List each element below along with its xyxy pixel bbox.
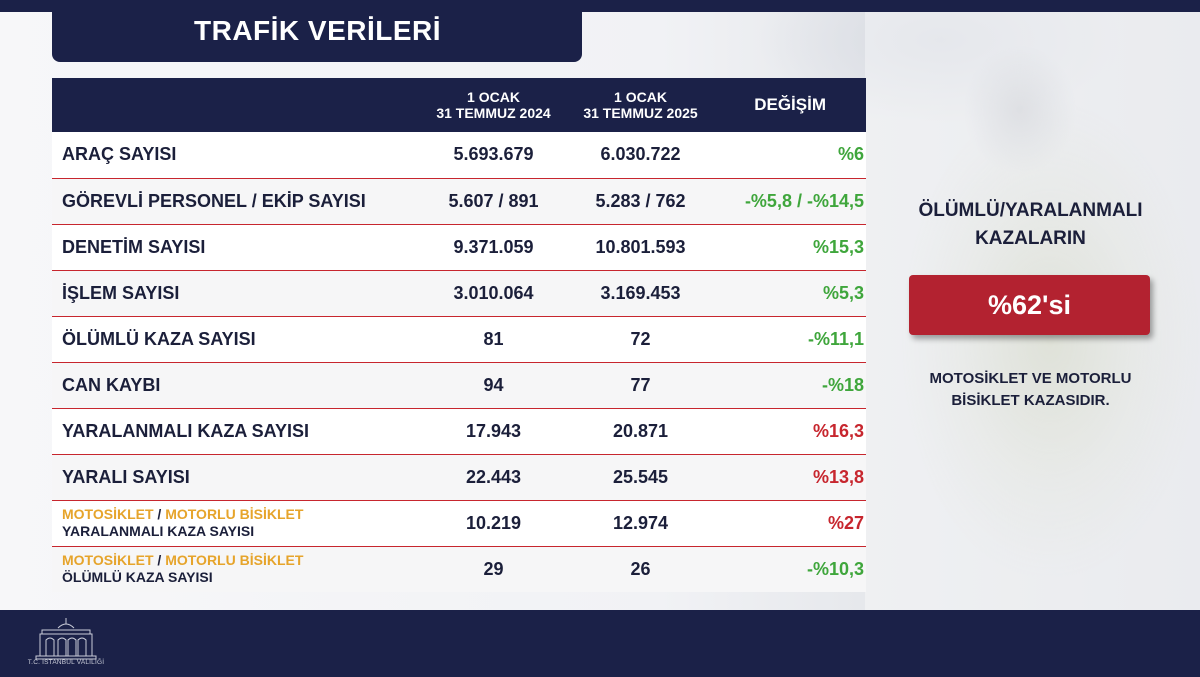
side-text: MOTOSİKLET VE MOTORLU BİSİKLET KAZASIDIR… — [929, 370, 1132, 409]
change-value: -%5,8 / -%14,5 — [744, 190, 864, 211]
row-label: CAN KAYBI — [62, 374, 161, 395]
header-label-col — [52, 78, 420, 132]
value-2025: 12.974 — [612, 512, 669, 533]
row-label: ARAÇ SAYISI — [62, 144, 177, 165]
value-2025: 10.801.593 — [595, 236, 686, 257]
value-2025: 20.871 — [612, 420, 669, 441]
value-2025: 72 — [630, 328, 651, 349]
value-2024: 94 — [483, 374, 504, 395]
label-sub: ÖLÜMLÜ KAZA SAYISI — [62, 569, 213, 586]
side-title: ÖLÜMLÜ/YARALANMALI KAZALARIN — [918, 200, 1143, 249]
label-sub: YARALANMALI KAZA SAYISI — [62, 523, 255, 539]
label-e-bike: MOTORLU BİSİKLET — [165, 506, 304, 522]
value-2024: 5.693.679 — [453, 144, 534, 165]
table-row: YARALANMALI KAZA SAYISI 17.943 20.871 %1… — [52, 408, 866, 454]
value-2025: 26 — [630, 558, 651, 579]
highlight-percent: %62'si — [988, 289, 1071, 320]
change-value: -%18 — [821, 374, 864, 395]
label-separator: / — [153, 506, 166, 522]
header-change: DEĞİŞİM — [754, 95, 826, 114]
table-row: YARALI SAYISI 22.443 25.545 %13,8 — [52, 454, 866, 500]
value-2024: 17.943 — [465, 420, 522, 441]
table-row: ARAÇ SAYISI 5.693.679 6.030.722 %6 — [52, 132, 866, 178]
row-label: YARALI SAYISI — [62, 466, 190, 487]
value-2024: 3.010.064 — [453, 282, 534, 303]
value-2025: 25.545 — [612, 466, 669, 487]
change-value: %15,3 — [812, 236, 864, 257]
row-label: İŞLEM SAYISI — [62, 282, 180, 303]
table-row: MOTOSİKLET / MOTORLU BİSİKLET ÖLÜMLÜ KAZ… — [52, 546, 866, 592]
row-label: MOTOSİKLET / MOTORLU BİSİKLET YARALANMAL… — [52, 500, 420, 546]
header-2024: 1 OCAK 31 TEMMUZ 2024 — [436, 89, 551, 121]
row-label: DENETİM SAYISI — [62, 236, 206, 257]
table-row: DENETİM SAYISI 9.371.059 10.801.593 %15,… — [52, 224, 866, 270]
value-2024: 29 — [483, 558, 504, 579]
highlight-box: %62'si — [909, 275, 1150, 335]
change-value: %13,8 — [812, 466, 864, 487]
row-label: ÖLÜMLÜ KAZA SAYISI — [62, 328, 256, 349]
row-label: GÖREVLİ PERSONEL / EKİP SAYISI — [62, 190, 366, 211]
change-value: %16,3 — [812, 420, 864, 441]
value-2025: 3.169.453 — [600, 282, 681, 303]
value-2025: 6.030.722 — [600, 144, 681, 165]
value-2025: 5.283 / 762 — [595, 190, 686, 211]
row-label: YARALANMALI KAZA SAYISI — [62, 420, 310, 441]
label-separator: / — [153, 552, 166, 569]
label-motorcycle: MOTOSİKLET — [62, 552, 154, 569]
change-value: %27 — [827, 512, 864, 533]
value-2024: 22.443 — [465, 466, 522, 487]
label-motorcycle: MOTOSİKLET — [62, 506, 154, 522]
change-value: %5,3 — [822, 282, 864, 303]
table-row: İŞLEM SAYISI 3.010.064 3.169.453 %5,3 — [52, 270, 866, 316]
value-2024: 10.219 — [465, 512, 522, 533]
table-row: GÖREVLİ PERSONEL / EKİP SAYISI 5.607 / 8… — [52, 178, 866, 224]
table-row: MOTOSİKLET / MOTORLU BİSİKLET YARALANMAL… — [52, 500, 866, 546]
footer-bar — [0, 610, 1200, 677]
value-2024: 9.371.059 — [453, 236, 534, 257]
change-value: -%11,1 — [807, 328, 864, 349]
header-2025: 1 OCAK 31 TEMMUZ 2025 — [583, 89, 698, 121]
title-banner: TRAFİK VERİLERİ — [52, 0, 582, 62]
change-value: %6 — [837, 144, 864, 165]
table-row: ÖLÜMLÜ KAZA SAYISI 81 72 -%11,1 — [52, 316, 866, 362]
label-e-bike: MOTORLU BİSİKLET — [165, 552, 304, 569]
change-value: -%10,3 — [806, 558, 864, 579]
table-header-row: 1 OCAK 31 TEMMUZ 2024 1 OCAK 31 TEMMUZ 2… — [52, 78, 866, 132]
page-title: TRAFİK VERİLERİ — [194, 15, 442, 46]
logo-caption: T.C. İSTANBUL VALİLİĞİ — [27, 659, 105, 666]
value-2024: 81 — [483, 328, 504, 349]
table-row: CAN KAYBI 94 77 -%18 — [52, 362, 866, 408]
traffic-data-table: 1 OCAK 31 TEMMUZ 2024 1 OCAK 31 TEMMUZ 2… — [52, 78, 866, 592]
row-label: MOTOSİKLET / MOTORLU BİSİKLET ÖLÜMLÜ KAZ… — [52, 546, 420, 592]
value-2025: 77 — [630, 374, 651, 395]
istanbul-governorship-logo-icon — [35, 618, 97, 660]
value-2024: 5.607 / 891 — [448, 190, 539, 211]
